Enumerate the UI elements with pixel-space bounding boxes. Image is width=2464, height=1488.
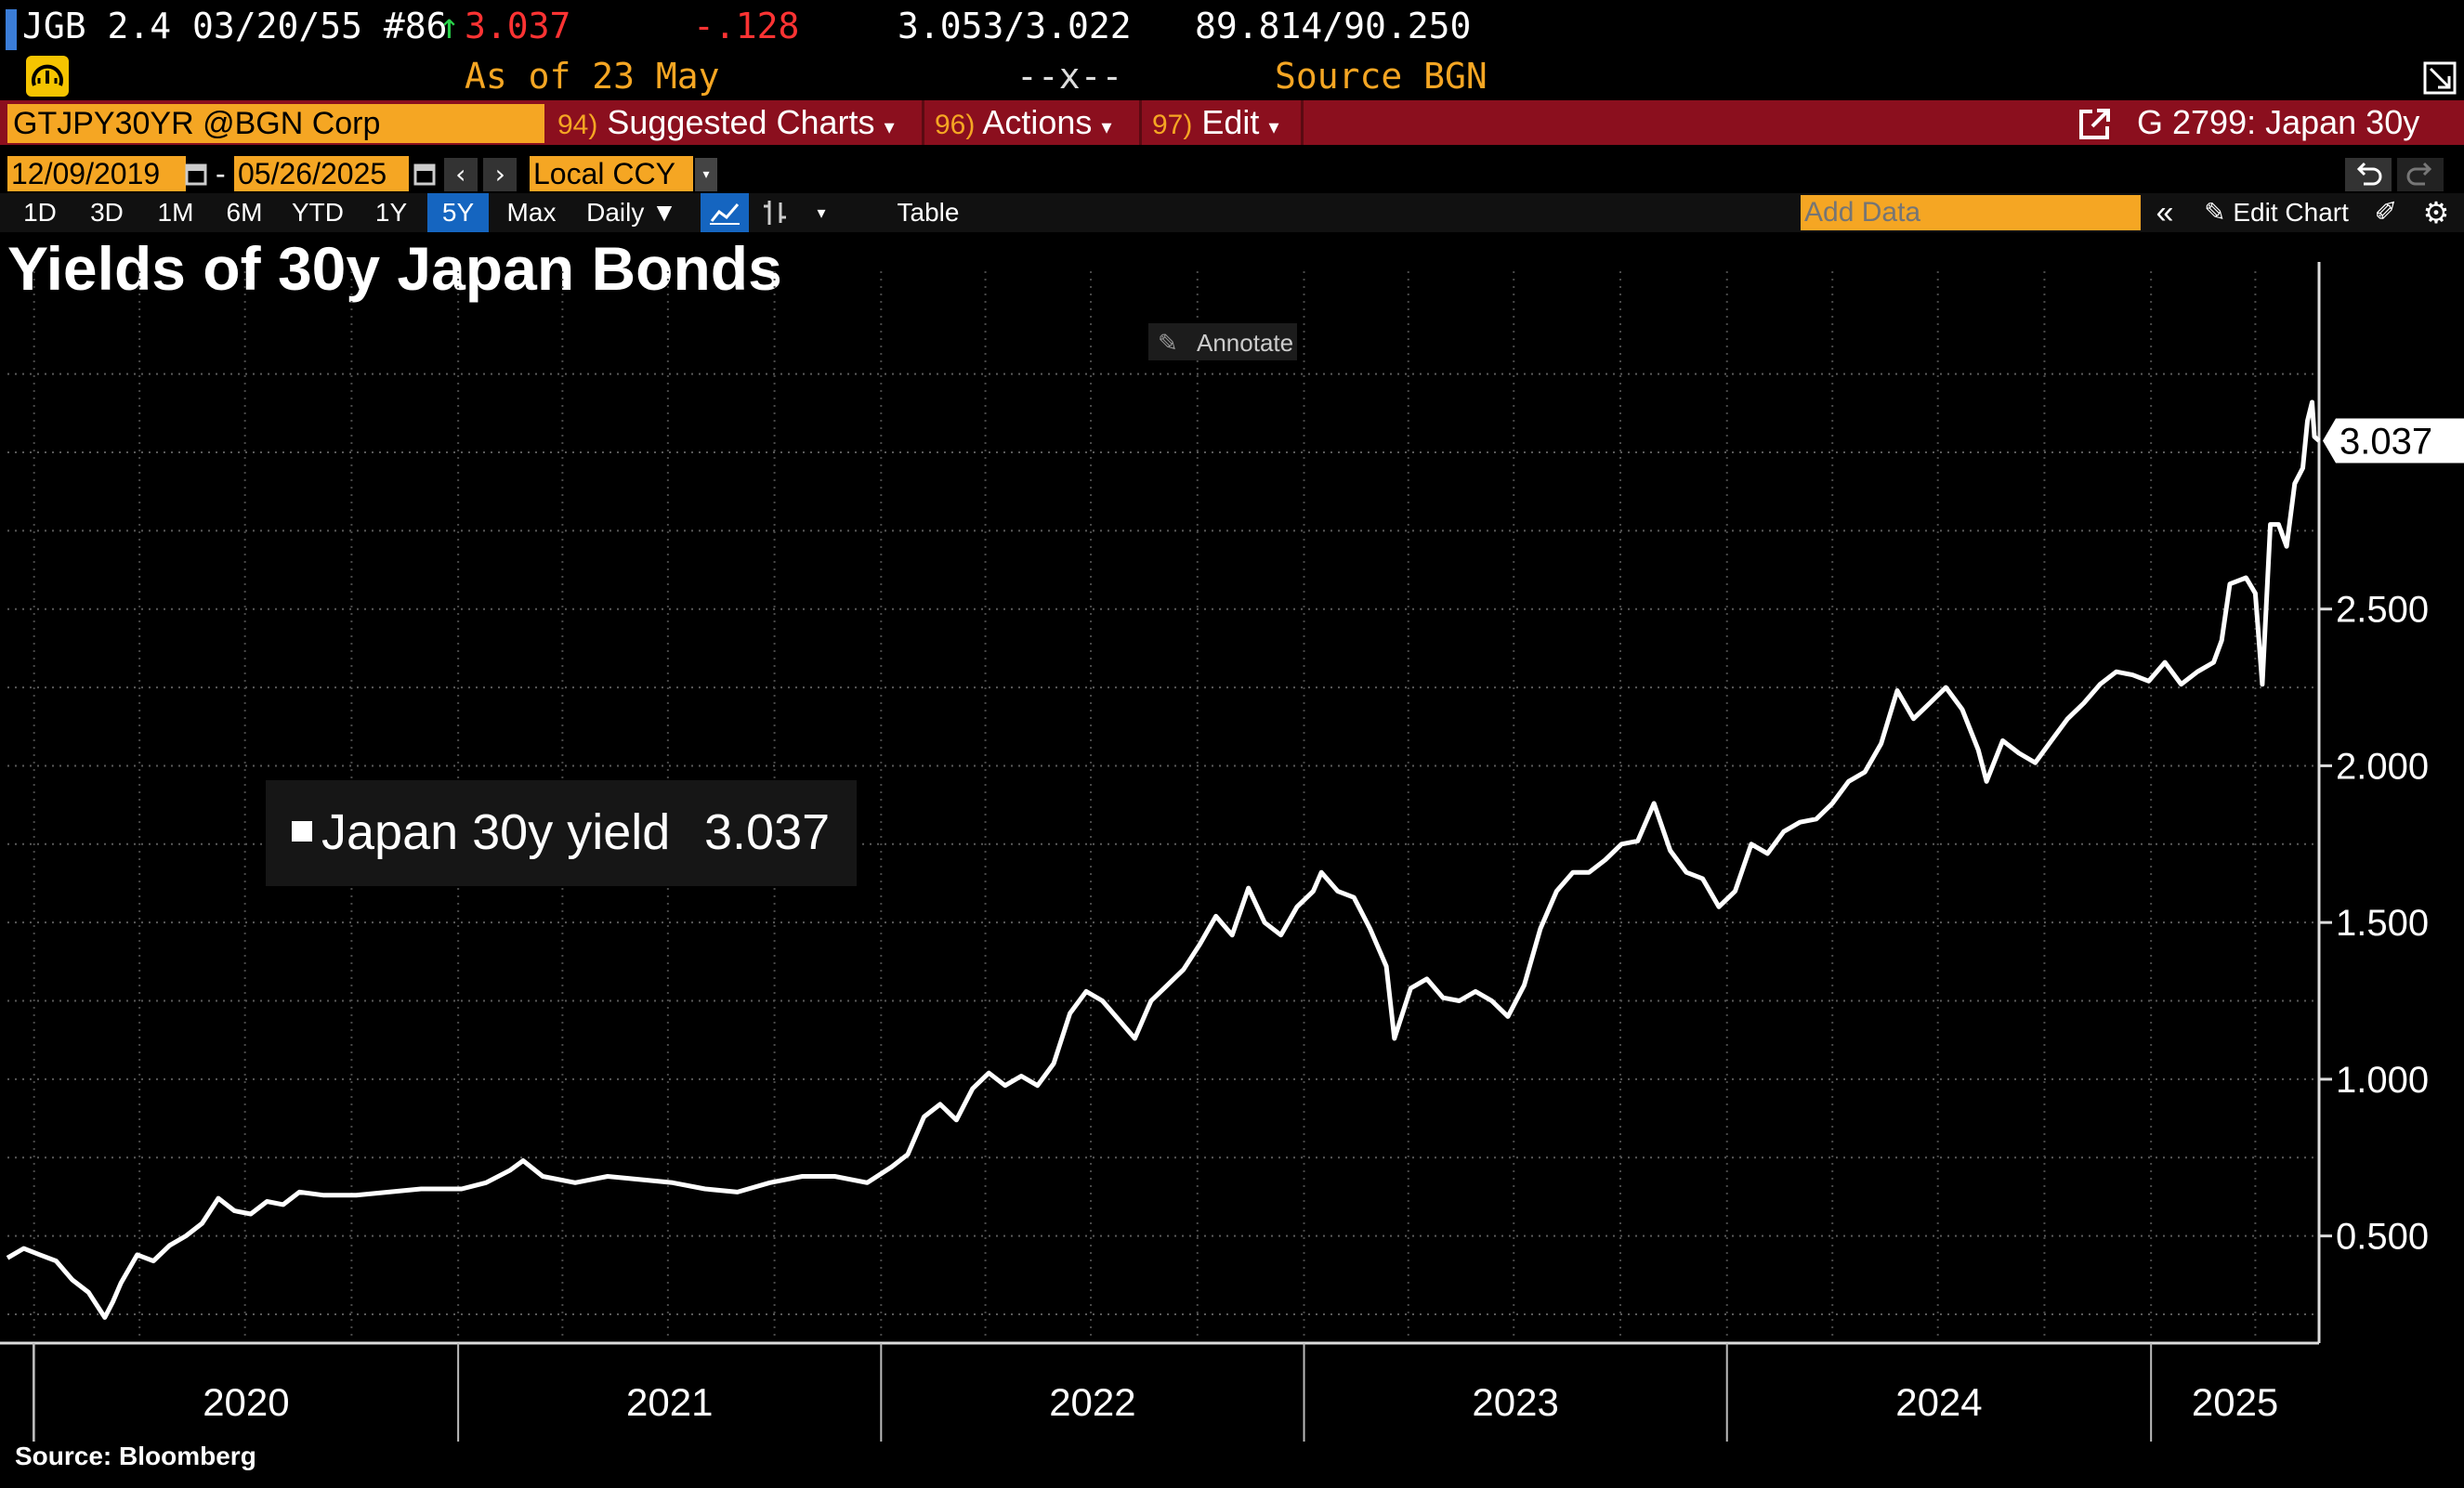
pricing-source: Source BGN bbox=[1275, 56, 1488, 97]
line-chart-button[interactable] bbox=[701, 193, 749, 232]
period-1m[interactable]: 1M bbox=[157, 198, 194, 227]
legend: Japan 30y yield 3.037 bbox=[266, 780, 857, 886]
calendar-icon[interactable] bbox=[184, 160, 208, 188]
actions-number: 96) bbox=[935, 110, 976, 140]
period-6m[interactable]: 6M bbox=[226, 198, 263, 227]
x-tick-label: 2025 bbox=[2192, 1380, 2278, 1424]
x-tick-label: 2021 bbox=[626, 1380, 713, 1424]
edit-label: Edit bbox=[1201, 103, 1260, 141]
period-5y[interactable]: 5Y bbox=[427, 193, 489, 232]
edit-menu[interactable]: 97) Edit ▾ bbox=[1152, 100, 1278, 145]
x-tick-label: 2023 bbox=[1472, 1380, 1558, 1424]
legend-swatch bbox=[292, 821, 312, 842]
bid-ask-yield: 3.053/3.022 bbox=[898, 6, 1132, 46]
x-tick-label: 2022 bbox=[1049, 1380, 1135, 1424]
undo-icon bbox=[2356, 162, 2382, 186]
period-ytd[interactable]: YTD bbox=[292, 198, 344, 227]
separator: --x-- bbox=[1016, 56, 1123, 97]
expand-icon[interactable] bbox=[2421, 59, 2458, 97]
ohlc-bar-icon bbox=[764, 201, 786, 225]
y-tick-label: 0.500 bbox=[2336, 1217, 2429, 1258]
gauge-icon[interactable] bbox=[26, 56, 69, 97]
x-tick-label: 2024 bbox=[1895, 1380, 1982, 1424]
chart-id: G 2799: Japan 30y bbox=[2137, 103, 2420, 141]
menu-divider bbox=[1301, 100, 1304, 145]
gear-icon[interactable]: ⚙ bbox=[2422, 196, 2450, 229]
y-tick-label: 2.000 bbox=[2336, 746, 2429, 787]
table-button[interactable]: Table bbox=[897, 198, 960, 227]
y-tick-label: 2.500 bbox=[2336, 590, 2429, 631]
caret-down-icon: ▼ bbox=[651, 198, 677, 227]
gridlines bbox=[7, 271, 2319, 1339]
period-1y[interactable]: 1Y bbox=[374, 198, 408, 227]
line-chart-icon bbox=[710, 203, 740, 225]
suggested-charts-label: Suggested Charts bbox=[607, 103, 875, 141]
suggested-charts-menu[interactable]: 94) Suggested Charts ▾ bbox=[557, 100, 895, 145]
edit-pen-icon[interactable]: ✐ bbox=[2374, 197, 2398, 228]
net-change: -.128 bbox=[693, 6, 800, 46]
frequency-select[interactable]: Daily ▼ bbox=[576, 193, 688, 232]
undo-button[interactable] bbox=[2345, 158, 2392, 191]
actions-label: Actions bbox=[982, 103, 1093, 141]
last-price: 3.037 bbox=[465, 6, 571, 46]
last-value-label: 3.037 bbox=[2323, 418, 2464, 463]
chevron-right-icon: › bbox=[491, 159, 508, 189]
y-tick-label: 1.500 bbox=[2336, 903, 2429, 944]
next-period-button[interactable]: › bbox=[483, 158, 517, 191]
japan-30y-yield-line bbox=[6, 399, 2321, 1320]
annotate-pencil-icon: ✎ bbox=[1158, 329, 1178, 357]
legend-series-name: Japan 30y yield bbox=[321, 804, 670, 860]
add-data-input[interactable] bbox=[1801, 195, 2141, 230]
period-1d[interactable]: 1D bbox=[23, 198, 57, 227]
chevron-down-icon[interactable]: ▾ bbox=[695, 158, 717, 191]
annotate-label: Annotate bbox=[1197, 329, 1293, 357]
period-max[interactable]: Max bbox=[506, 198, 557, 227]
end-date-field[interactable]: 05/26/2025 bbox=[234, 156, 409, 191]
pencil-icon: ✎ bbox=[2204, 198, 2226, 227]
bar-chart-button[interactable] bbox=[751, 193, 799, 232]
add-data-field[interactable] bbox=[1801, 195, 2141, 230]
collapse-icon[interactable]: « bbox=[2156, 195, 2174, 230]
y-axis: 0.500 1.000 1.500 2.000 2.500 bbox=[2317, 262, 2429, 1343]
chevron-down-icon: ▾ bbox=[884, 115, 895, 138]
date-range-dash: - bbox=[216, 157, 226, 190]
redo-button[interactable] bbox=[2397, 158, 2444, 191]
chevron-down-icon: ▾ bbox=[1101, 115, 1112, 138]
last-value-text: 3.037 bbox=[2339, 421, 2432, 462]
x-axis: 2020 2021 2022 2023 2024 2025 bbox=[0, 1341, 2319, 1442]
currency-select[interactable]: Local CCY bbox=[530, 156, 693, 191]
redo-icon bbox=[2406, 162, 2432, 186]
ticker: JGB 2.4 03/20/55 #86 bbox=[22, 6, 448, 46]
edit-chart-label: Edit Chart bbox=[2233, 198, 2349, 227]
frequency-label: Daily bbox=[586, 198, 645, 227]
actions-menu[interactable]: 96) Actions ▾ bbox=[935, 100, 1112, 145]
chart-title: Yields of 30y Japan Bonds bbox=[7, 234, 782, 303]
security-color-marker bbox=[6, 9, 17, 50]
menu-divider bbox=[1139, 100, 1142, 145]
as-of-date: As of 23 May bbox=[465, 56, 720, 97]
legend-series-value: 3.037 bbox=[704, 804, 830, 860]
chart-area: Yields of 30y Japan Bonds 2020 2021 2022 20… bbox=[0, 234, 2464, 1470]
up-arrow-icon: ↑ bbox=[439, 6, 460, 46]
bid-ask-price: 89.814/90.250 bbox=[1195, 6, 1472, 46]
security-field[interactable]: GTJPY30YR @BGN Corp bbox=[7, 104, 544, 143]
annotate-button[interactable]: ✎ Annotate bbox=[1148, 323, 1297, 360]
y-tick-label: 1.000 bbox=[2336, 1060, 2429, 1101]
edit-number: 97) bbox=[1152, 110, 1193, 140]
previous-period-button[interactable]: ‹ bbox=[444, 158, 478, 191]
chevron-down-icon: ▾ bbox=[1268, 115, 1279, 138]
x-tick-label: 2020 bbox=[203, 1380, 289, 1424]
chevron-left-icon: ‹ bbox=[452, 159, 469, 189]
source-footer: Source: Bloomberg bbox=[15, 1442, 256, 1470]
suggested-charts-number: 94) bbox=[557, 110, 598, 140]
chart-type-dropdown[interactable]: ▾ bbox=[817, 203, 826, 222]
calendar-icon[interactable] bbox=[413, 160, 437, 188]
launch-icon[interactable] bbox=[2077, 106, 2113, 141]
start-date-field[interactable]: 12/09/2019 bbox=[7, 156, 186, 191]
edit-chart-button[interactable]: ✎ Edit Chart bbox=[2193, 193, 2360, 232]
menu-divider bbox=[922, 100, 924, 145]
period-3d[interactable]: 3D bbox=[90, 198, 124, 227]
